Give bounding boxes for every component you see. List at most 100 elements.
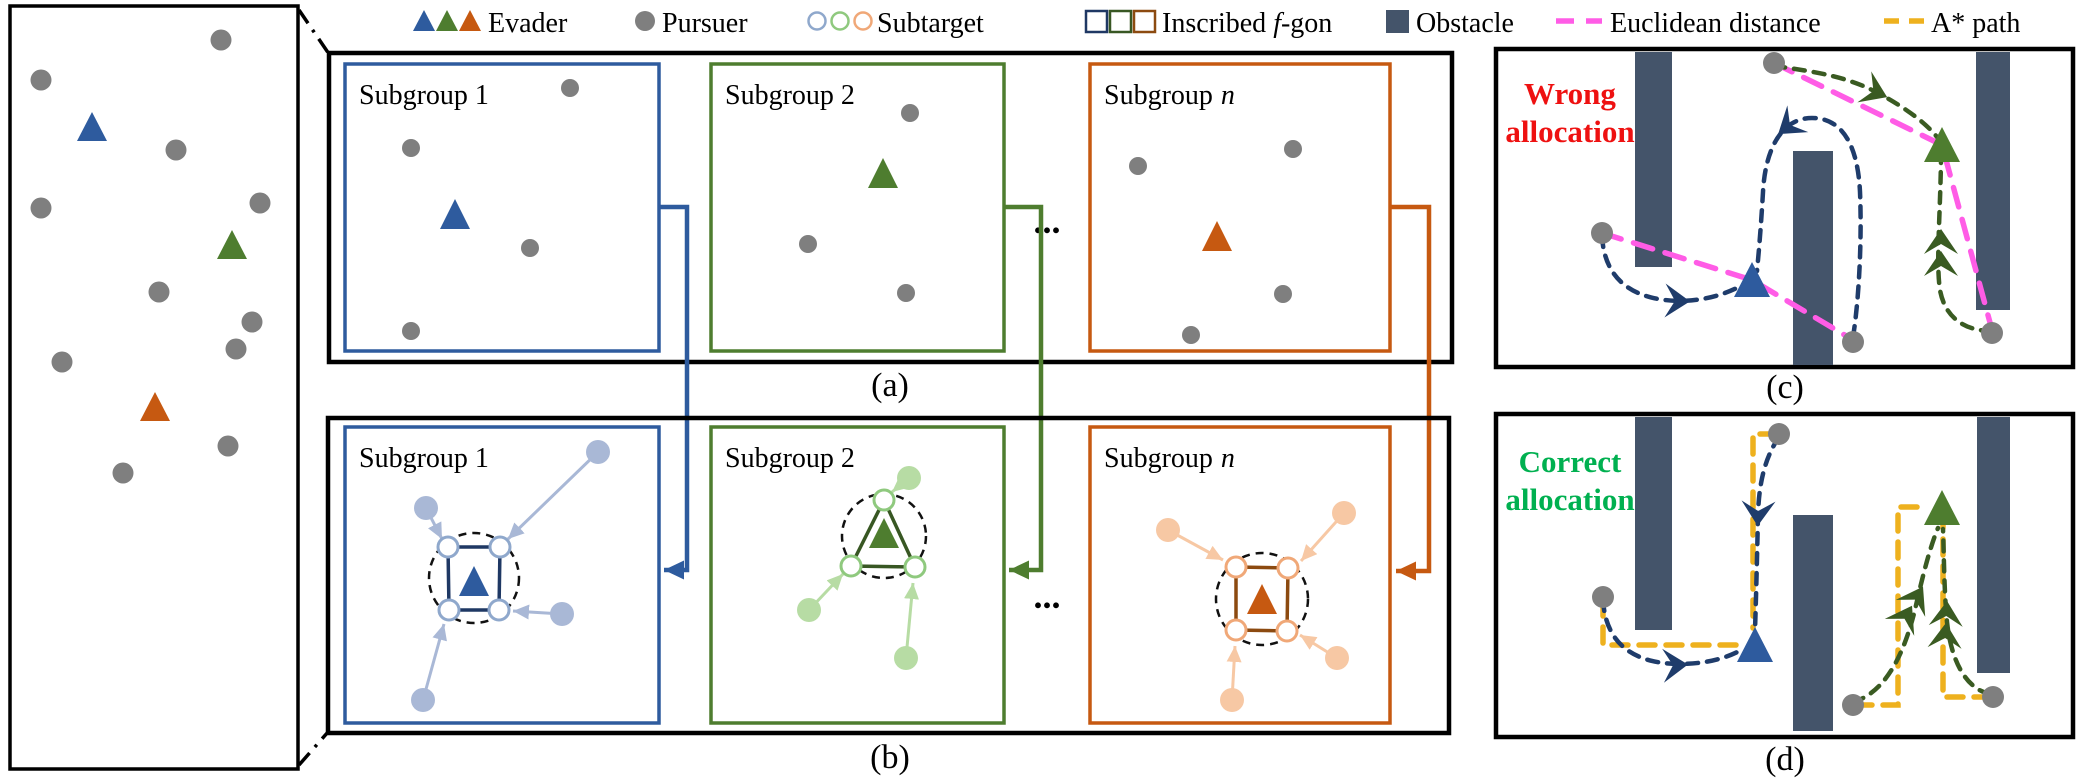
subtarget-circle	[903, 555, 927, 579]
evader-blue-triangle	[1734, 262, 1770, 297]
evader-blue-triangle	[1737, 627, 1773, 662]
direction-double-chevron-green	[1924, 229, 1958, 276]
pursuer-dot	[1842, 331, 1864, 353]
evader-orange-triangle	[1247, 584, 1277, 614]
obstacle-right	[1977, 417, 2010, 673]
subtarget-orange-icon	[853, 11, 873, 31]
panel-b-label: (b)	[870, 739, 910, 776]
evader-blue-triangle	[440, 199, 470, 229]
pursuer-legend-label: Pursuer	[662, 8, 748, 39]
subtarget-circle	[488, 535, 512, 559]
euclidean-legend-label: Euclidean distance	[1610, 8, 1821, 39]
pursuer-dot-faded	[894, 646, 918, 670]
pursuer-dot-faded	[1220, 688, 1244, 712]
pursuer-dot	[30, 197, 52, 219]
pursuer-path-navy	[1752, 434, 1782, 633]
subtarget-legend-label: Subtarget	[877, 8, 984, 39]
fgon-legend-icon	[1084, 9, 1157, 34]
subtarget-legend-icon	[807, 11, 873, 31]
pursuer-legend-icon	[635, 11, 655, 31]
subgroup2-box	[709, 425, 1006, 725]
evader-green-triangle	[1924, 490, 1960, 525]
pursuer-dot	[521, 239, 539, 257]
evader-green-icon	[436, 10, 458, 31]
subgroup-n-title: Subgroup n	[1104, 443, 1235, 474]
evader-legend-label: Evader	[488, 8, 568, 39]
fgon-navy-icon	[1084, 9, 1109, 34]
evader-green-triangle	[869, 518, 899, 548]
pursuer-path-green	[1850, 525, 1941, 705]
pursuer-dot	[30, 69, 52, 91]
panel-a-border	[326, 50, 1455, 365]
subgroup1-box	[343, 425, 661, 725]
pursuer-path-navy	[1754, 115, 1863, 340]
evader-green-triangle	[217, 230, 247, 259]
inscribed-fgon-triangle	[848, 495, 918, 569]
astar-legend-label: A* path	[1931, 8, 2020, 39]
pursuer-dot	[1982, 686, 2004, 708]
evader-orange-triangle	[140, 392, 170, 421]
direction-double-chevron-green	[1927, 600, 1965, 649]
pursuer-dot	[165, 139, 187, 161]
panel-a: Subgroup 1 Subgroup 2 ... Subgroup n (a)	[326, 50, 1455, 404]
chevron-icon	[1924, 251, 1958, 276]
obstacle-legend-label: Obstacle	[1416, 8, 1514, 39]
panel-a-label: (a)	[871, 367, 909, 404]
pursuer-dot	[112, 462, 134, 484]
subgroup-n-box	[1088, 425, 1392, 725]
subtarget-circle	[839, 554, 863, 578]
pursuer-dot	[1129, 157, 1147, 175]
connector-subgroup-n	[1390, 204, 1432, 581]
pursuer-dot	[51, 351, 73, 373]
subgroup-n-prefix: Subgroup	[1104, 443, 1213, 474]
correct-allocation-line2: allocation	[1505, 482, 1634, 517]
pursuer-dot	[1981, 322, 2003, 344]
subtarget-circle	[1224, 618, 1248, 642]
pursuer-dot-faded	[797, 598, 821, 622]
subgroup2-title: Subgroup 2	[725, 443, 855, 474]
fgon-green-icon	[1108, 9, 1133, 34]
pursuer-dot-faded	[897, 466, 921, 490]
subgroup1-title: Subgroup 1	[359, 443, 489, 474]
pursuer-dot	[1842, 694, 1864, 716]
panel-b-subgroup-2: Subgroup 2	[709, 425, 1006, 725]
panel-a-subgroup-n: Subgroup n	[1088, 62, 1392, 353]
panel-a-subgroup-2: Subgroup 2	[709, 62, 1006, 353]
astar-path-yellow	[1853, 504, 1931, 708]
pursuer-dot	[402, 139, 420, 157]
subgroup-n-title: Subgroup n	[1104, 80, 1235, 111]
subtarget-circle	[436, 535, 460, 559]
panel-b-border	[325, 415, 1452, 736]
pursuer-dot	[402, 322, 420, 340]
pursuer-dot	[1182, 326, 1200, 344]
pursuer-dot	[561, 79, 579, 97]
pursuer-dot-faded	[550, 602, 574, 626]
fgon-label-italic-f: f	[1273, 8, 1284, 39]
pursuer-path-green	[1940, 526, 1993, 697]
pursuer-path-green	[1936, 158, 1995, 334]
pursuer-dot	[217, 435, 239, 457]
evader-blue-icon	[413, 10, 435, 31]
pursuer-assignment-arrow	[421, 623, 447, 701]
overview-pursuers	[30, 29, 271, 484]
panel-b: Subgroup 1 Subgroup 2	[325, 415, 1452, 776]
panel-c-border	[1493, 46, 2076, 370]
pursuer-path-green	[1771, 63, 1940, 140]
euclidean-distance-line-blue	[1599, 230, 1856, 343]
pursuer-dot	[1591, 222, 1613, 244]
evader-green-triangle	[1924, 127, 1960, 162]
obstacle-middle	[1793, 151, 1833, 365]
wrong-allocation-line2: allocation	[1505, 114, 1634, 149]
direction-double-chevron-green	[1884, 578, 1938, 636]
evader-orange-icon	[459, 10, 481, 31]
subtarget-circle	[1276, 556, 1300, 580]
overview-panel	[8, 4, 331, 771]
chevron-icon	[1924, 229, 1958, 254]
pursuer-dot	[1284, 140, 1302, 158]
obstacle-left	[1635, 52, 1672, 267]
pursuer-dot	[148, 281, 170, 303]
subtarget-circle	[437, 598, 461, 622]
panel-d-border	[1493, 411, 2076, 740]
